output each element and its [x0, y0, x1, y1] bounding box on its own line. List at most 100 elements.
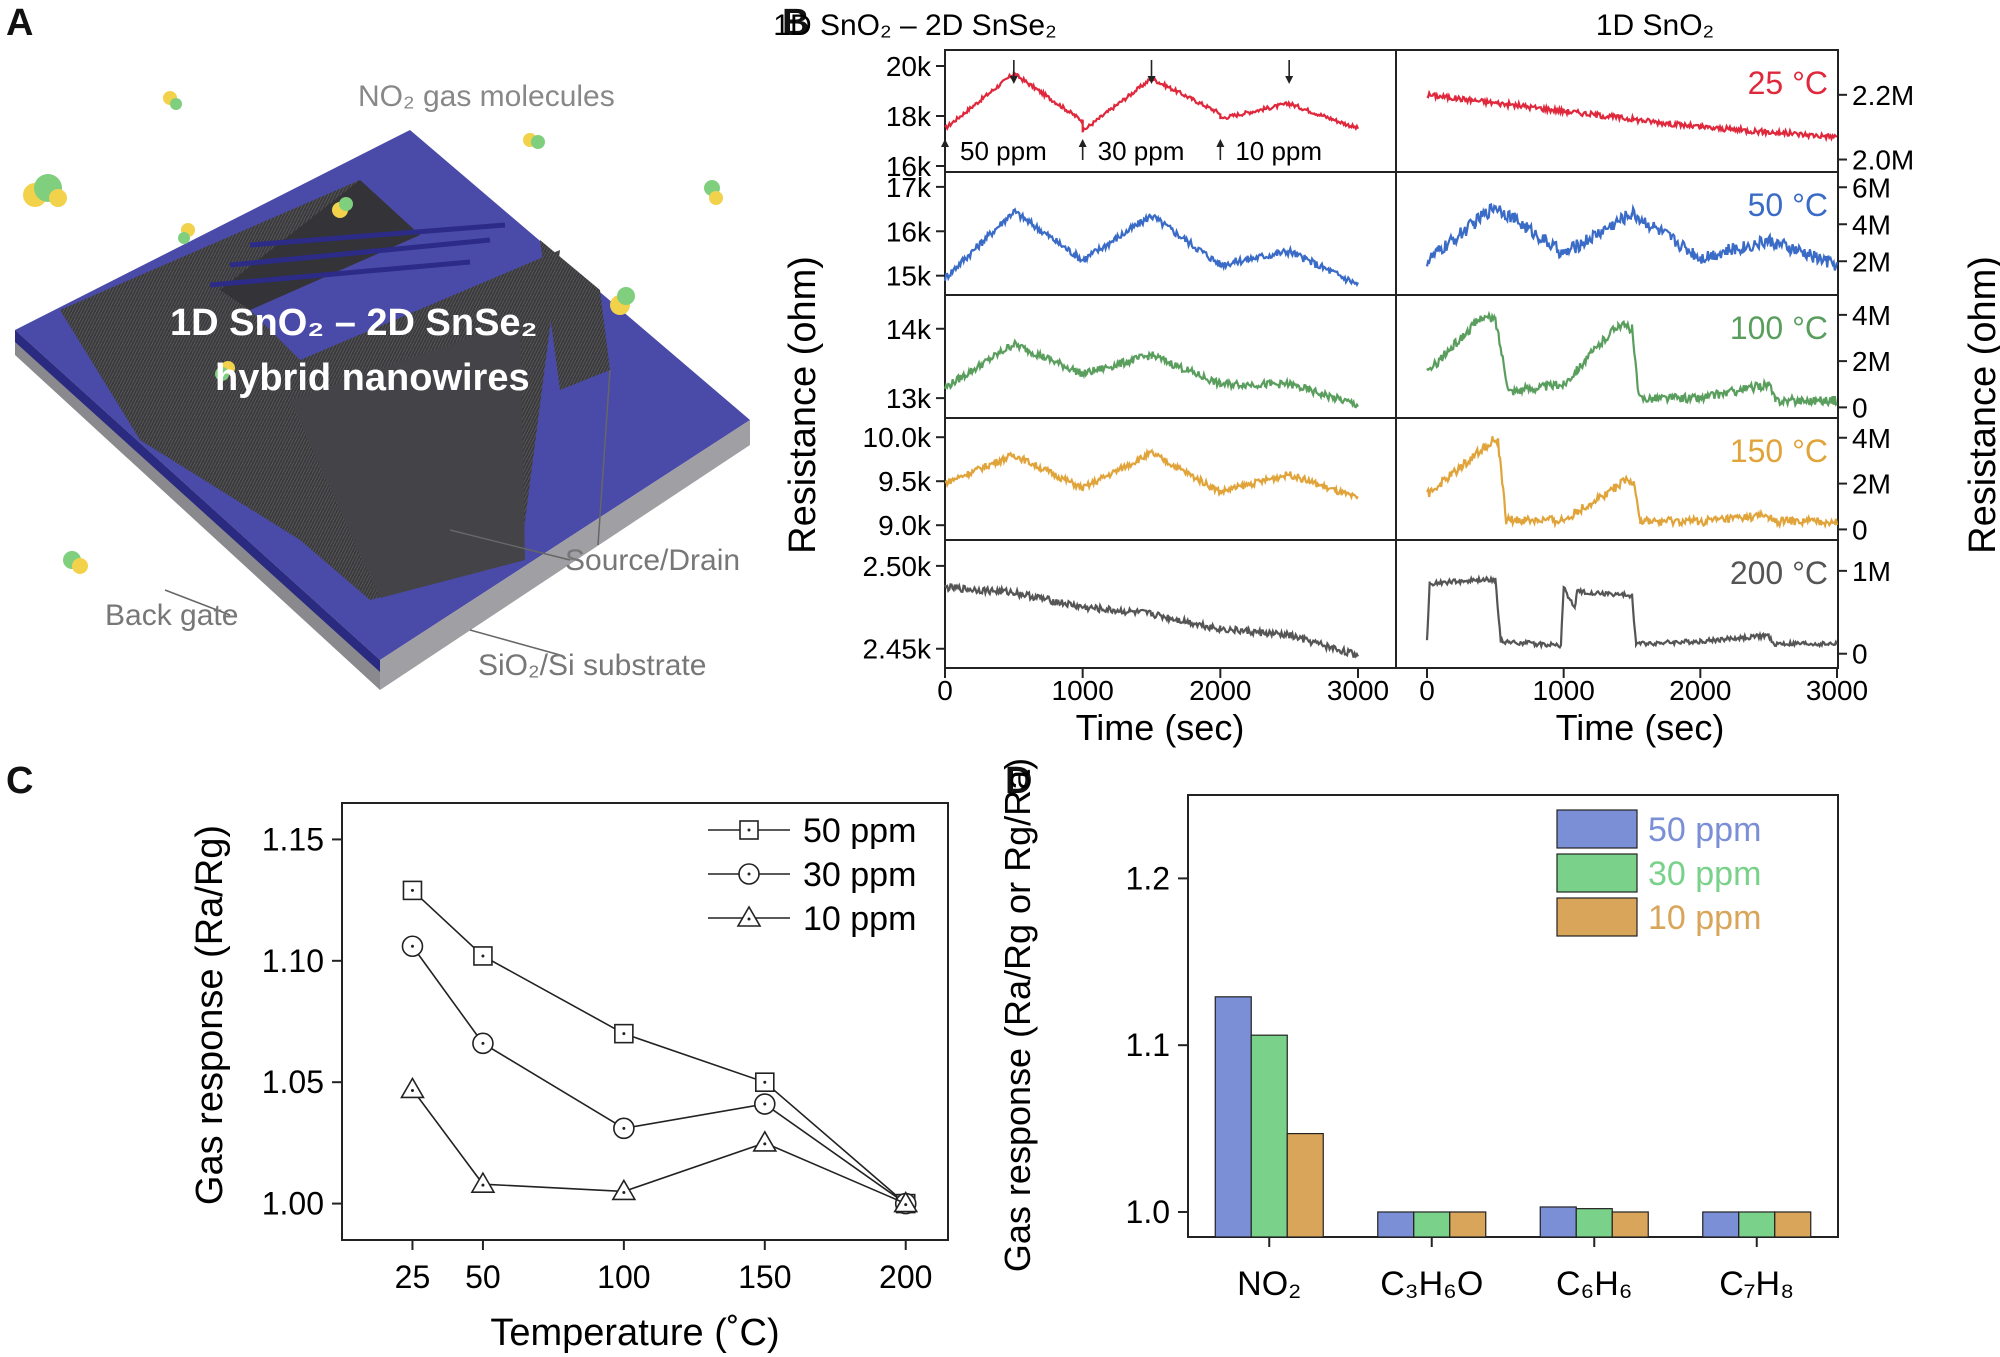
back-gate-label: Back gate: [105, 599, 238, 632]
device-label-line2: hybrid nanowires: [215, 357, 530, 399]
d-bar: [1611, 1211, 1649, 1238]
b-right-title: 1D SnO₂: [1596, 9, 1714, 42]
c-point-triangle: [611, 1178, 637, 1201]
b-left-series-50: [943, 207, 1359, 288]
d-bar: [1449, 1211, 1487, 1238]
b-left-ytick-label: 20k: [886, 51, 932, 82]
b-ppm-annotation: 30 ppm: [1098, 136, 1185, 166]
b-left-xtick-label: 0: [937, 675, 953, 706]
c-xtick-label: 200: [879, 1259, 932, 1295]
b-right-xtick-label: 0: [1419, 675, 1435, 706]
d-xtick-label: NO₂: [1237, 1265, 1301, 1303]
c-xlabel: Temperature (˚C): [490, 1312, 779, 1354]
b-right-ytick-label: 4M: [1852, 423, 1891, 454]
d-bar: [1250, 1034, 1288, 1238]
b-left-ytick-label: 9.5k: [878, 466, 932, 497]
b-pulse-off-arrowhead: [1147, 76, 1156, 84]
d-xtick-label: C₃H₆O: [1380, 1265, 1483, 1303]
b-right-ytick-label: 2M: [1852, 246, 1891, 277]
d-ytick-label: 1.2: [1126, 860, 1170, 896]
b-left-ytick-label: 2.45k: [863, 634, 932, 665]
d-legend-label: 50 ppm: [1648, 811, 1761, 849]
b-left-ytick-label: 18k: [886, 101, 932, 132]
d-ytick-label: 1.0: [1126, 1194, 1170, 1230]
b-right-ytick-label: 0: [1852, 514, 1868, 545]
c-ytick-label: 1.00: [262, 1186, 324, 1222]
b-temp-label-100: 100 °C: [1730, 310, 1828, 346]
b-pulse-off-arrowhead: [1009, 76, 1018, 84]
b-right-xtick-label: 1000: [1533, 675, 1595, 706]
b-pulse-on-arrowhead: [1078, 139, 1087, 147]
b-left-ytick-label: 16k: [886, 151, 932, 182]
b-left-ytick-label: 13k: [886, 383, 932, 414]
d-bar: [1214, 996, 1252, 1238]
b-pulse-on-arrowhead: [941, 139, 949, 147]
d-legend-swatch: [1556, 897, 1638, 937]
b-right-series-50: [1425, 203, 1839, 271]
panel-letter-d: D: [1005, 760, 1033, 802]
b-right-xtick-label: 2000: [1669, 675, 1731, 706]
c-legend-label: 30 ppm: [803, 856, 916, 894]
b-right-series-200: [1425, 574, 1838, 650]
device-label-line1: 1D SnO₂ – 2D SnSe₂: [170, 302, 537, 344]
b-left-xlabel: Time (sec): [1076, 707, 1245, 748]
d-xtick-label: C₇H₈: [1719, 1265, 1794, 1303]
d-xtick-label: C₆H₆: [1556, 1265, 1633, 1303]
panel-letter-b: B: [782, 2, 810, 44]
b-left-ytick-label: 10.0k: [863, 422, 932, 453]
c-xtick-label: 50: [465, 1259, 501, 1295]
d-legend-label: 30 ppm: [1648, 855, 1761, 893]
b-left-series-100: [943, 338, 1359, 409]
b-pulse-off-arrowhead: [1285, 76, 1294, 84]
c-point-triangle: [400, 1076, 425, 1099]
panel-letter-a: A: [6, 2, 34, 44]
b-left-xtick-label: 1000: [1052, 675, 1114, 706]
b-right-ylabel: Resistance (ohm): [1962, 256, 2000, 554]
c-ytick-label: 1.15: [262, 821, 324, 857]
molecules-label: NO₂ gas molecules: [358, 80, 615, 113]
b-left-ytick-label: 17k: [886, 172, 932, 203]
b-temp-label-200: 200 °C: [1730, 555, 1828, 591]
b-right-series-150: [1426, 436, 1839, 530]
d-bar: [1774, 1211, 1812, 1238]
c-legend-label: 10 ppm: [803, 900, 916, 938]
b-pulse-on-arrowhead: [1216, 139, 1225, 147]
c-point-triangle: [736, 905, 762, 927]
d-bar: [1377, 1211, 1415, 1238]
b-right-ytick-label: 4M: [1852, 300, 1891, 331]
c-xtick-label: 150: [738, 1259, 791, 1295]
b-left-series-150: [944, 447, 1359, 501]
substrate-side-right: [380, 420, 750, 690]
d-ytick-label: 1.1: [1126, 1027, 1170, 1063]
b-left-xtick-label: 2000: [1189, 675, 1251, 706]
panel-b-chart: 0 1000 2000 3000 0 1000 2000 3000 20k18k16k17k1…: [773, 9, 2000, 748]
b-right-ytick-label: 1M: [1852, 556, 1891, 587]
d-bar: [1539, 1206, 1577, 1238]
device-illustration: NO₂ gas molecules 1D SnO₂ – 2D SnSe₂ hyb…: [15, 80, 750, 690]
b-temp-label-25: 25 °C: [1748, 65, 1828, 101]
d-bar: [1738, 1211, 1776, 1238]
c-ylabel: Gas response (Ra/Rg): [189, 825, 231, 1205]
d-bar: [1286, 1132, 1324, 1238]
b-right-ytick-label: 0: [1852, 392, 1868, 423]
no2-molecule-group: [23, 91, 723, 574]
c-xtick-label: 100: [597, 1259, 650, 1295]
b-right-ytick-label: 2.2M: [1852, 80, 1914, 111]
c-legend-label: 50 ppm: [803, 812, 916, 850]
b-left-ytick-label: 15k: [886, 261, 932, 292]
b-right-series-25: [1426, 89, 1838, 143]
d-legend-swatch: [1556, 809, 1638, 849]
c-ytick-label: 1.05: [262, 1064, 324, 1100]
d-plot-frame: [1187, 794, 1839, 1238]
panel-letter-c: C: [6, 760, 34, 802]
b-right-series-100: [1426, 310, 1838, 409]
d-bar: [1702, 1211, 1740, 1238]
b-left-title: 1D SnO₂ – 2D SnSe₂: [773, 9, 1056, 42]
b-left-ytick-label: 16k: [886, 216, 932, 247]
c-plot-frame: [341, 802, 949, 1241]
b-left-ytick-label: 9.0k: [878, 510, 932, 541]
b-right-xtick-label: 3000: [1806, 675, 1868, 706]
b-right-ytick-label: 0: [1852, 639, 1868, 670]
c-ytick-label: 1.10: [262, 943, 324, 979]
